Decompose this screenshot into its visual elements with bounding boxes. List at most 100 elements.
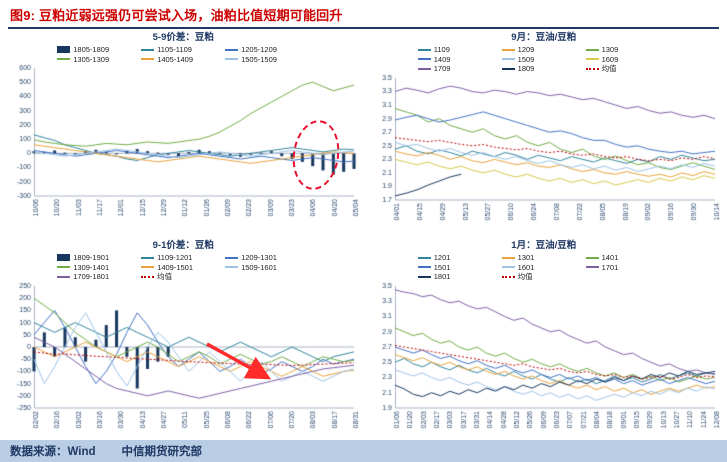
footer-bar: 数据来源：Wind 中信期货研究部 — [0, 440, 727, 462]
legend-item: 均值 — [141, 272, 225, 282]
legend-swatch-icon — [141, 266, 155, 269]
legend-swatch-icon — [585, 58, 599, 61]
legend-swatch-icon — [417, 48, 431, 51]
legend-swatch-icon — [417, 256, 431, 259]
legend-swatch-icon — [501, 48, 515, 51]
legend-label: 1301 — [517, 253, 535, 262]
legend-item: 1301 — [501, 253, 586, 263]
title-divider — [8, 27, 719, 29]
plot-area — [7, 64, 360, 228]
legend-label: 1409-1501 — [157, 262, 194, 272]
legend-label: 1509 — [517, 54, 535, 64]
legend-item: 1509 — [501, 54, 586, 65]
legend-label: 1801 — [433, 272, 451, 281]
legend-item: 1109-1201 — [141, 253, 225, 263]
legend-label: 均值 — [517, 272, 533, 281]
plot-area — [367, 73, 720, 232]
legend-swatch-icon — [417, 58, 431, 61]
legend-swatch-icon — [417, 67, 431, 70]
legend-label: 1709 — [433, 64, 451, 73]
legend-item: 1209-1301 — [225, 253, 309, 263]
legend-label: 1109-1201 — [157, 253, 193, 262]
legend-swatch-icon — [501, 275, 515, 278]
legend-swatch-icon — [57, 58, 71, 61]
chart-panel-sep-ratio: 9月：豆油/豆粕 1109 1209 1309 1409 1509 1609 1709 180… — [364, 31, 725, 239]
figure-title: 图9: 豆粕近弱远强仍可尝试入场，油粕比值短期可能回升 — [10, 8, 343, 23]
legend-item: 1809 — [501, 64, 586, 74]
legend-label: 1309-1401 — [73, 262, 110, 272]
legend-item: 1401 — [585, 253, 670, 263]
legend-label: 1501 — [433, 262, 451, 272]
chart-title: 5-9价差：豆粕 — [152, 32, 214, 43]
legend-swatch-icon — [585, 266, 599, 269]
legend-swatch-icon — [501, 67, 515, 70]
legend-swatch-icon — [57, 46, 71, 54]
legend-swatch-icon — [417, 275, 431, 278]
legend-item: 1205-1209 — [225, 45, 309, 55]
legend-swatch-icon — [501, 58, 515, 61]
legend-label: 1709-1801 — [73, 272, 110, 281]
legend-item: 1109 — [417, 45, 502, 55]
legend-item: 1201 — [417, 253, 502, 263]
chart-canvas-9-1-spread — [7, 281, 360, 440]
chart-title: 9月：豆油/豆粕 — [511, 32, 577, 43]
legend-swatch-icon — [57, 275, 71, 278]
chart-title: 1月：豆油/豆粕 — [511, 240, 577, 251]
legend-item: 1309 — [585, 45, 670, 55]
chart-panel-5-9-spread: 5-9价差：豆粕 1805-1809 1105-1109 1205-1209 1305… — [3, 31, 364, 239]
legend-label: 1201 — [433, 253, 451, 262]
legend-swatch-icon — [585, 67, 599, 70]
legend-swatch-icon — [225, 266, 239, 269]
data-source-label: 数据来源：Wind — [10, 446, 96, 458]
legend-item: 1409-1501 — [141, 263, 225, 273]
legend-label: 1505-1509 — [241, 54, 277, 64]
legend-item: 1501 — [417, 262, 502, 273]
legend-item: 1805-1809 — [57, 45, 141, 55]
legend-item: 1709 — [417, 64, 502, 74]
legend-label: 1209 — [517, 45, 535, 54]
legend-swatch-icon — [585, 48, 599, 51]
legend-item: 均值 — [585, 64, 670, 74]
legend-label: 1409 — [433, 54, 451, 64]
legend-label: 1805-1809 — [73, 45, 110, 54]
chart-title: 9-1价差：豆粕 — [152, 240, 214, 251]
legend-label: 1401 — [601, 253, 619, 262]
chart-panel-jan-ratio: 1月：豆油/豆粕 1201 1301 1401 1501 1601 1701 1801 均值 — [364, 239, 725, 447]
legend-swatch-icon — [417, 266, 431, 269]
chart-legend: 1805-1809 1105-1109 1205-1209 1305-1309 1405… — [57, 45, 309, 64]
legend-swatch-icon — [225, 256, 239, 259]
legend-item: 1305-1309 — [57, 55, 141, 65]
org-label: 中信期货研究部 — [121, 446, 203, 458]
legend-swatch-icon — [225, 48, 239, 51]
legend-label: 1405-1409 — [157, 54, 194, 64]
chart-canvas-sep-ratio — [367, 73, 720, 232]
legend-label: 1601 — [517, 262, 535, 272]
legend-swatch-icon — [501, 256, 515, 259]
legend-label: 1309 — [601, 45, 619, 54]
legend-label: 1109 — [433, 45, 450, 54]
legend-label: 1509-1601 — [241, 262, 277, 272]
legend-label: 1701 — [601, 262, 619, 272]
chart-canvas-5-9-spread — [7, 64, 360, 228]
legend-swatch-icon — [141, 256, 155, 259]
legend-item: 1105-1109 — [141, 45, 225, 55]
legend-swatch-icon — [141, 48, 155, 51]
legend-swatch-icon — [501, 266, 515, 269]
legend-swatch-icon — [585, 256, 599, 259]
legend-label: 1609 — [601, 54, 619, 64]
legend-item: 1809-1901 — [57, 253, 141, 263]
legend-item: 1801 — [417, 272, 502, 282]
plot-area — [367, 281, 720, 440]
legend-item: 均值 — [501, 272, 586, 282]
legend-item: 1209 — [501, 45, 586, 55]
legend-label: 1809-1901 — [73, 253, 110, 262]
legend-label: 1305-1309 — [73, 54, 110, 64]
legend-item: 1405-1409 — [141, 55, 225, 65]
chart-legend: 1809-1901 1109-1201 1209-1301 1309-1401 1409… — [57, 253, 309, 282]
legend-item: 1505-1509 — [225, 55, 309, 65]
legend-swatch-icon — [141, 275, 155, 278]
legend-item: 1701 — [585, 262, 670, 273]
legend-label: 1209-1301 — [241, 253, 277, 262]
legend-label: 1205-1209 — [241, 45, 277, 54]
